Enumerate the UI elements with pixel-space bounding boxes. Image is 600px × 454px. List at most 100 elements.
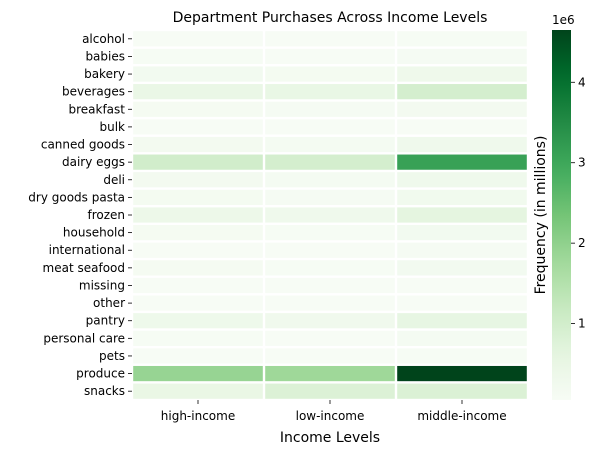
heatmap-cell-alcohol-middle-income — [397, 31, 527, 47]
heatmap-cell-household-low-income — [265, 225, 395, 241]
heatmap-cell-babies-high-income — [133, 48, 263, 65]
heatmap-cell-dairy-eggs-low-income — [265, 154, 395, 170]
heatmap-cell-beverages-high-income — [133, 84, 263, 100]
heatmap-cell-household-high-income — [133, 225, 263, 241]
heatmap-cell-personal-care-high-income — [133, 330, 263, 346]
heatmap-cell-canned-goods-middle-income — [397, 136, 527, 153]
colorbar-tick-label: 1 — [578, 317, 586, 331]
colorbar-gradient — [552, 30, 571, 400]
heatmap-cell-missing-low-income — [265, 277, 395, 294]
heatmap-cell-bulk-low-income — [265, 119, 395, 135]
heatmap-cell-pets-low-income — [265, 348, 395, 364]
colorbar-tick-label: 4 — [578, 75, 586, 89]
heatmap-cell-pantry-middle-income — [397, 313, 527, 329]
heatmap-cell-frozen-low-income — [265, 207, 395, 223]
heatmap-cell-babies-low-income — [265, 48, 395, 65]
y-tick-label: personal care — [43, 331, 125, 345]
heatmap-cell-meat-seafood-middle-income — [397, 260, 527, 276]
heatmap-cell-pets-middle-income — [397, 348, 527, 364]
x-axis-ticks: high-income low-income middle-income — [161, 400, 507, 423]
heatmap-cell-dry-goods-pasta-high-income — [133, 189, 263, 205]
heatmap-cell-other-high-income — [133, 295, 263, 311]
heatmap-cell-meat-seafood-high-income — [133, 260, 263, 276]
y-tick-label: snacks — [84, 384, 125, 398]
heatmap-cell-deli-high-income — [133, 172, 263, 188]
y-tick-label: breakfast — [68, 102, 125, 116]
heatmap-cell-dairy-eggs-high-income — [133, 154, 263, 170]
heatmap-cell-dry-goods-pasta-low-income — [265, 189, 395, 205]
heatmap-cell-deli-low-income — [265, 172, 395, 188]
y-tick-label: dry goods pasta — [28, 190, 125, 204]
heatmap-cell-bulk-middle-income — [397, 119, 527, 135]
colorbar-multiplier: 1e6 — [552, 13, 575, 27]
heatmap-cell-pantry-high-income — [133, 313, 263, 329]
heatmap-cell-personal-care-low-income — [265, 330, 395, 346]
heatmap-cell-missing-high-income — [133, 277, 263, 294]
heatmap-cell-produce-low-income — [265, 365, 395, 382]
y-tick-label: pantry — [86, 314, 125, 328]
y-tick-label: missing — [79, 278, 125, 292]
heatmap-cell-meat-seafood-low-income — [265, 260, 395, 276]
x-tick-label: low-income — [296, 409, 365, 423]
y-tick-label: babies — [85, 49, 125, 63]
heatmap-cell-frozen-middle-income — [397, 207, 527, 223]
heatmap-cell-pets-high-income — [133, 348, 263, 364]
heatmap-cell-bakery-low-income — [265, 66, 395, 82]
x-tick-label: high-income — [161, 409, 235, 423]
heatmap-cell-dairy-eggs-middle-income — [397, 154, 527, 170]
y-tick-label: deli — [103, 173, 125, 187]
y-tick-label: household — [63, 226, 125, 240]
heatmap-cell-produce-high-income — [133, 365, 263, 382]
heatmap-cell-snacks-middle-income — [397, 383, 527, 399]
heatmap-cell-snacks-low-income — [265, 383, 395, 399]
heatmap-cell-other-low-income — [265, 295, 395, 311]
heatmap-cell-breakfast-high-income — [133, 101, 263, 117]
heatmap-cell-deli-middle-income — [397, 172, 527, 188]
y-tick-label: canned goods — [41, 138, 125, 152]
heatmap-cell-breakfast-low-income — [265, 101, 395, 117]
y-tick-label: pets — [99, 349, 125, 363]
colorbar-tick-label: 3 — [578, 156, 586, 170]
y-tick-label: other — [93, 296, 125, 310]
heatmap-cell-canned-goods-low-income — [265, 136, 395, 153]
colorbar: 1 2 3 4 1e6 Frequency (in millions) — [533, 13, 586, 400]
heatmap-cell-alcohol-low-income — [265, 31, 395, 47]
heatmap-cell-international-high-income — [133, 242, 263, 258]
heatmap-cell-produce-middle-income — [397, 365, 527, 382]
heatmap-cell-bakery-middle-income — [397, 66, 527, 82]
heatmap-cell-snacks-high-income — [133, 383, 263, 399]
heatmap-cell-household-middle-income — [397, 225, 527, 241]
y-tick-label: international — [49, 243, 125, 257]
heatmap-cell-pantry-low-income — [265, 313, 395, 329]
y-tick-label: produce — [76, 367, 125, 381]
y-tick-label: beverages — [62, 85, 125, 99]
heatmap-cells — [133, 31, 527, 399]
heatmap-cell-bakery-high-income — [133, 66, 263, 82]
heatmap-cell-beverages-low-income — [265, 84, 395, 100]
y-tick-label: frozen — [87, 208, 125, 222]
heatmap-cell-other-middle-income — [397, 295, 527, 311]
y-tick-label: dairy eggs — [62, 155, 125, 169]
colorbar-tick-label: 2 — [578, 236, 586, 250]
y-tick-label: meat seafood — [43, 261, 125, 275]
heatmap-cell-alcohol-high-income — [133, 31, 263, 47]
heatmap-cell-bulk-high-income — [133, 119, 263, 135]
heatmap-cell-frozen-high-income — [133, 207, 263, 223]
y-tick-label: bulk — [99, 120, 125, 134]
heatmap-cell-missing-middle-income — [397, 277, 527, 294]
heatmap-cell-beverages-middle-income — [397, 84, 527, 100]
x-axis-label: Income Levels — [280, 430, 380, 446]
y-axis-ticks: alcohol babies bakery beverages breakfast bul… — [28, 32, 132, 398]
heatmap-cell-canned-goods-high-income — [133, 136, 263, 153]
heatmap-cell-breakfast-middle-income — [397, 101, 527, 117]
heatmap-cell-babies-middle-income — [397, 48, 527, 65]
colorbar-label: Frequency (in millions) — [533, 136, 549, 295]
heatmap-cell-international-middle-income — [397, 242, 527, 258]
heatmap-cell-international-low-income — [265, 242, 395, 258]
heatmap-cell-personal-care-middle-income — [397, 330, 527, 346]
x-tick-label: middle-income — [417, 409, 506, 423]
y-tick-label: bakery — [84, 67, 125, 81]
heatmap-cell-dry-goods-pasta-middle-income — [397, 189, 527, 205]
chart-title: Department Purchases Across Income Level… — [173, 10, 488, 26]
